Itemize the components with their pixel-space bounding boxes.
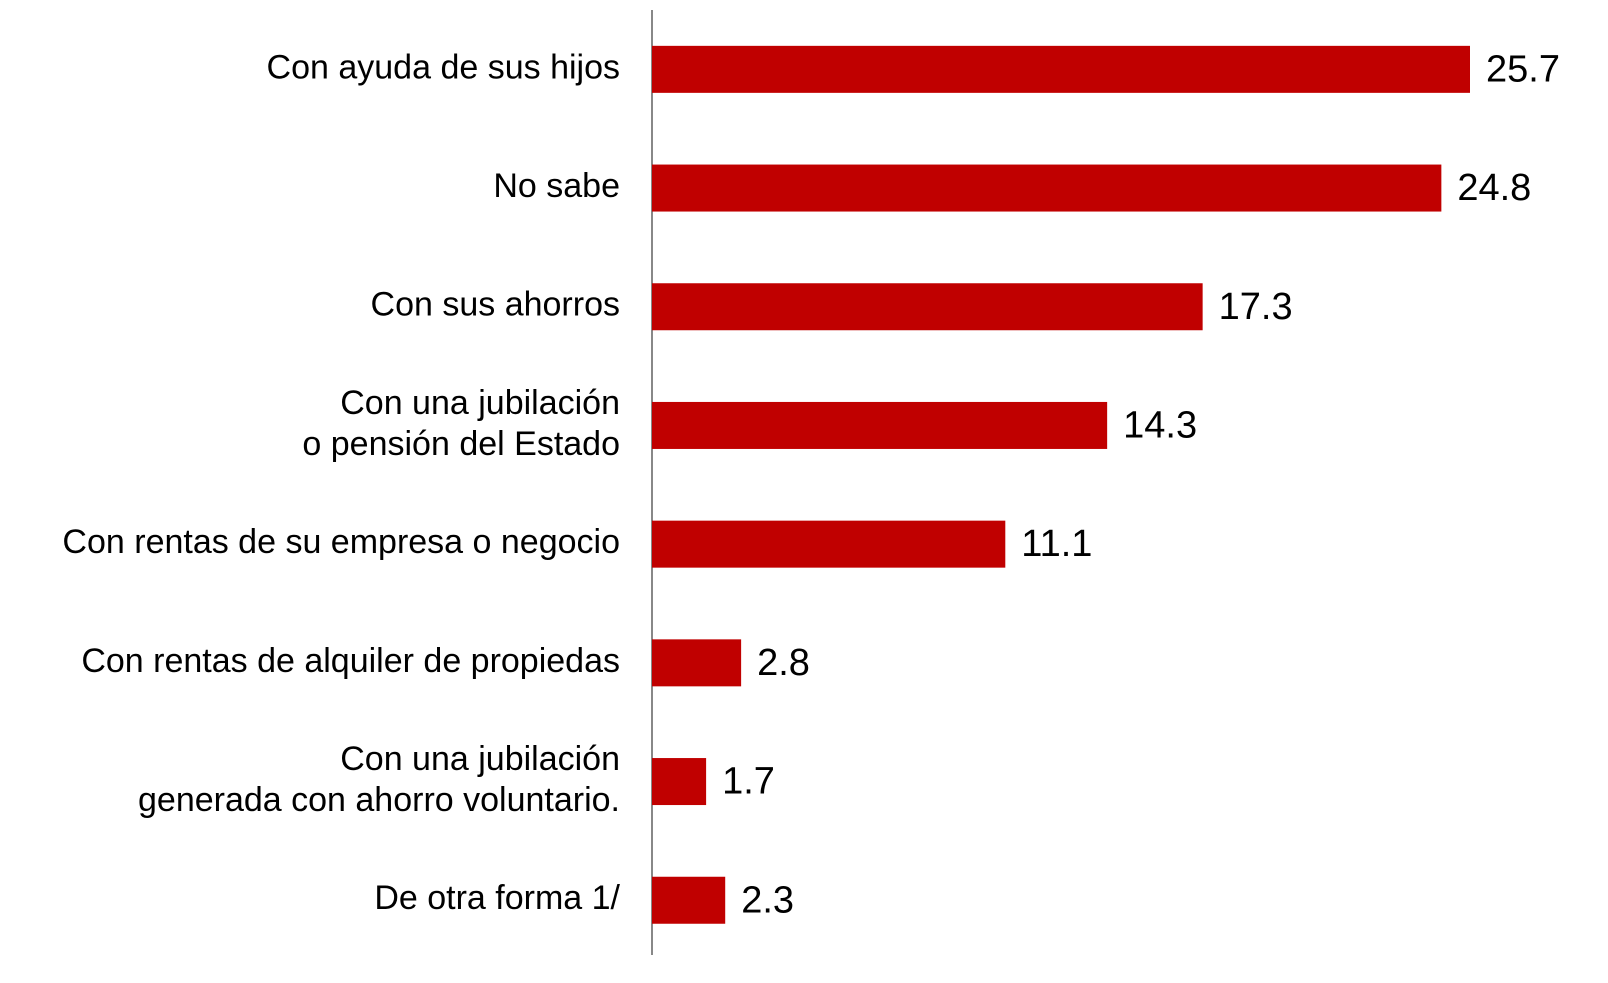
- value-label: 14.3: [1123, 404, 1197, 446]
- value-label: 1.7: [722, 761, 775, 803]
- category-label: No sabe: [493, 167, 620, 205]
- category-label: De otra forma 1/: [374, 879, 620, 917]
- bar: [652, 876, 726, 924]
- value-label: 24.8: [1457, 167, 1531, 209]
- value-label: 25.7: [1486, 48, 1560, 90]
- category-label: Con una jubilación o pensión del Estado: [302, 384, 620, 463]
- value-label: 17.3: [1219, 286, 1293, 328]
- category-label: Con sus ahorros: [371, 286, 620, 324]
- bar: [652, 164, 1442, 212]
- value-label: 11.1: [1021, 523, 1092, 565]
- category-label: Con rentas de alquiler de propiedas: [81, 642, 620, 680]
- category-label: Con rentas de su empresa o negocio: [62, 523, 620, 561]
- bar: [652, 520, 1006, 568]
- value-label: 2.8: [757, 642, 810, 684]
- bar: [652, 758, 707, 806]
- bar: [652, 639, 742, 687]
- bar: [652, 45, 1470, 93]
- bar: [652, 283, 1203, 331]
- category-label: Con ayuda de sus hijos: [267, 48, 620, 86]
- bar: [652, 401, 1108, 449]
- value-label: 2.3: [741, 879, 794, 921]
- category-label: Con una jubilación generada con ahorro vo…: [138, 740, 620, 819]
